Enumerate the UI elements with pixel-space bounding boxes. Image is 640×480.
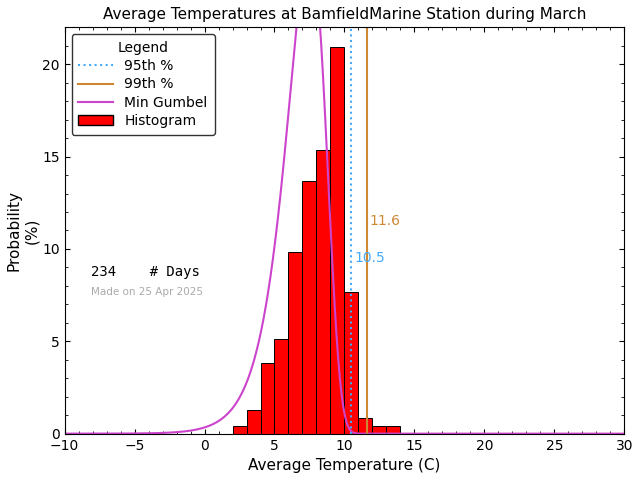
Title: Average Temperatures at BamfieldMarine Station during March: Average Temperatures at BamfieldMarine S… bbox=[103, 7, 586, 22]
Bar bbox=[316, 150, 330, 433]
Bar bbox=[372, 426, 387, 433]
Bar bbox=[289, 252, 303, 433]
Bar bbox=[358, 418, 372, 433]
Bar bbox=[275, 339, 289, 433]
Bar bbox=[330, 47, 344, 433]
Text: 10.5: 10.5 bbox=[355, 251, 385, 265]
Text: 11.6: 11.6 bbox=[370, 214, 401, 228]
Bar bbox=[260, 362, 275, 433]
Text: 234    # Days: 234 # Days bbox=[92, 265, 200, 279]
Bar bbox=[246, 410, 260, 433]
Bar bbox=[232, 426, 246, 433]
X-axis label: Average Temperature (C): Average Temperature (C) bbox=[248, 458, 441, 473]
Y-axis label: Probability
(%): Probability (%) bbox=[7, 190, 39, 271]
Text: Made on 25 Apr 2025: Made on 25 Apr 2025 bbox=[92, 288, 204, 297]
Bar bbox=[387, 426, 401, 433]
Bar bbox=[303, 181, 316, 433]
Legend: 95th %, 99th %, Min Gumbel, Histogram: 95th %, 99th %, Min Gumbel, Histogram bbox=[72, 34, 214, 135]
Bar bbox=[344, 291, 358, 433]
